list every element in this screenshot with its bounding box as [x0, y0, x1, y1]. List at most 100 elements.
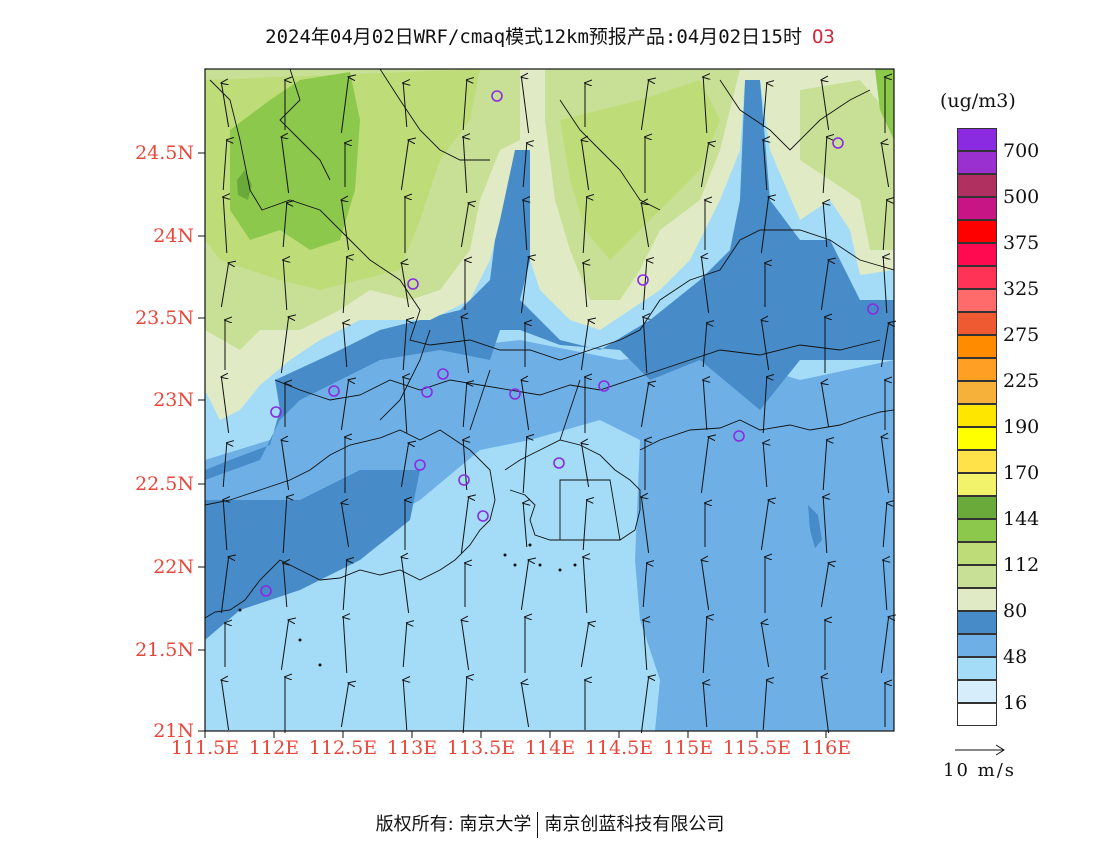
wind-vector — [581, 443, 590, 488]
wind-vector — [821, 383, 830, 428]
wind-vector — [460, 497, 468, 554]
wind-vector — [520, 560, 528, 611]
legend-label: 144 — [1003, 508, 1040, 530]
band-bright-green — [230, 72, 360, 250]
station-marker — [437, 368, 449, 380]
wind-vector — [462, 677, 467, 734]
chart-title: 2024年04月02日WRF/cmaq模式12km预报产品:04月02日15时 O… — [0, 22, 1100, 49]
wind-vector — [820, 260, 828, 311]
station-marker — [867, 303, 879, 315]
wind-vector — [461, 620, 470, 671]
legend-swatch — [957, 197, 997, 220]
legend-swatch — [957, 496, 997, 519]
contour-fill — [205, 69, 894, 731]
wind-vector — [343, 617, 347, 674]
lon-label: 112.5E — [308, 737, 378, 759]
station-marker — [407, 278, 419, 290]
wind-key-arrow — [955, 744, 1005, 756]
legend-label: 16 — [1003, 692, 1028, 714]
legend-unit: (ug/m3) — [940, 90, 1016, 112]
wind-vector — [221, 680, 230, 731]
wind-vector — [880, 617, 888, 674]
harbor-box — [559, 479, 621, 541]
station-marker — [491, 90, 503, 102]
legend-swatch — [957, 335, 997, 358]
lat-label: 21.5N — [135, 639, 194, 661]
wind-vector — [823, 497, 827, 554]
wind-vector — [643, 620, 647, 671]
wind-vector — [700, 437, 708, 494]
station-marker — [458, 474, 470, 486]
lake-patch — [808, 505, 822, 548]
wind-vector — [761, 320, 770, 371]
wind-vector — [520, 257, 528, 314]
wind-vector — [521, 683, 530, 728]
wind-vector — [821, 677, 830, 734]
lat-label: 24N — [153, 225, 194, 247]
wind-vector — [821, 80, 830, 131]
wind-vector — [882, 503, 887, 548]
wind-vector — [460, 203, 468, 248]
wind-vector — [400, 140, 408, 191]
band-dark-green — [237, 170, 252, 200]
wind-vector — [581, 140, 590, 191]
wind-vector — [582, 500, 587, 551]
wind-vector — [883, 560, 887, 611]
wind-vector — [283, 563, 287, 608]
band-light-green-3 — [800, 80, 894, 250]
wind-vector — [282, 203, 287, 248]
wind-vector — [763, 140, 767, 191]
legend-swatch — [957, 634, 997, 657]
band-dark-blue — [205, 470, 420, 640]
band-medium-blue — [205, 340, 894, 731]
axis-ticks — [198, 152, 827, 738]
legend-swatch — [957, 312, 997, 335]
lon-label: 115E — [662, 737, 714, 759]
legend-swatch — [957, 588, 997, 611]
wind-vector — [643, 317, 647, 374]
wind-vector — [402, 623, 407, 668]
legend-label: 375 — [1003, 232, 1040, 254]
wind-vector — [220, 557, 228, 614]
legend-swatch — [957, 128, 997, 151]
lon-label: 112E — [248, 737, 300, 759]
island — [318, 663, 322, 667]
wind-vector — [462, 383, 467, 428]
wind-vector — [582, 197, 587, 254]
copyright-right: 南京创蓝科技有限公司 — [544, 814, 725, 835]
lat-label: 22N — [153, 556, 194, 578]
wind-vector — [762, 377, 767, 434]
wind-vector — [580, 623, 588, 668]
legend-swatch — [957, 381, 997, 404]
wind-vector — [523, 200, 527, 251]
legend-swatch — [957, 358, 997, 381]
wind-vector — [222, 140, 227, 191]
legend-label: 225 — [1003, 370, 1040, 392]
legend-swatch — [957, 243, 997, 266]
island — [528, 543, 532, 547]
wind-vector — [583, 263, 587, 308]
wind-vector — [401, 557, 410, 614]
wind-vector — [580, 320, 588, 371]
station-marker — [598, 380, 610, 392]
wind-vector — [702, 323, 707, 368]
station-marker — [733, 430, 745, 442]
legend-label: 500 — [1003, 186, 1040, 208]
islands — [238, 543, 577, 667]
wind-vector — [760, 500, 768, 551]
legend-label: 190 — [1003, 416, 1040, 438]
wind-key-label: 10 m/s — [943, 760, 1016, 781]
station-marker — [509, 388, 521, 400]
legend-swatch — [957, 657, 997, 680]
wind-vector — [341, 200, 350, 251]
footer-divider — [537, 812, 539, 838]
species-label: O3 — [811, 26, 835, 48]
wind-vector — [640, 80, 648, 131]
legend-swatch — [957, 450, 997, 473]
legend-label: 700 — [1003, 140, 1040, 162]
wind-vector — [823, 203, 827, 248]
lon-label: 113.5E — [446, 737, 516, 759]
legend-swatch — [957, 473, 997, 496]
wind-vector — [883, 257, 887, 314]
wind-vector — [882, 200, 887, 251]
